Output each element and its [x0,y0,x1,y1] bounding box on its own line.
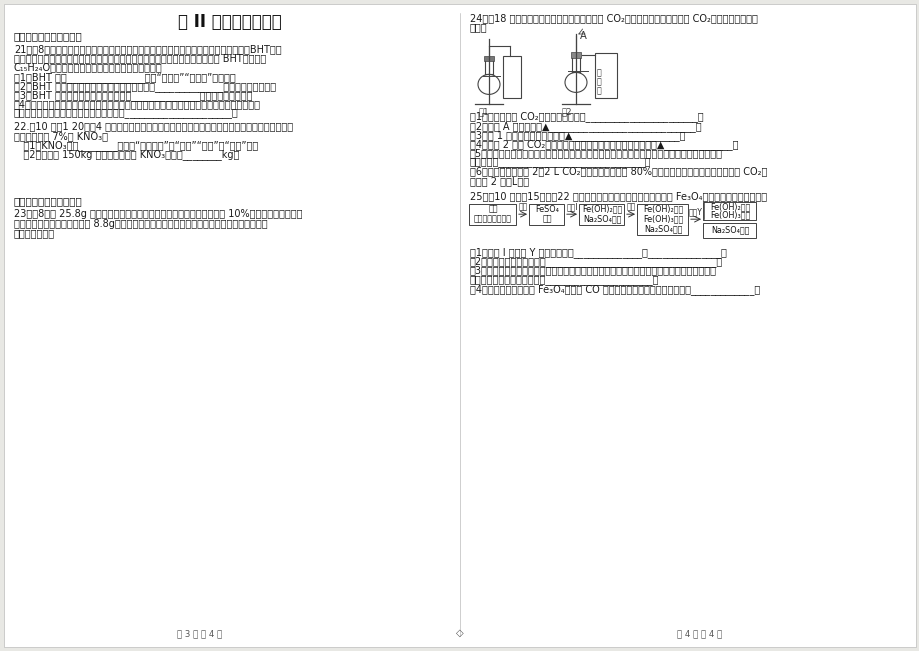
Text: 酸: 酸 [596,87,601,96]
Text: 三、计算题（题型注释）: 三、计算题（题型注释） [14,197,83,206]
Text: （3）图 1 装置的不规范之处是：▲______________________；: （3）图 1 装置的不规范之处是：▲______________________… [470,130,685,141]
Text: 量分数是多少？: 量分数是多少？ [14,228,55,238]
Text: 硫酸: 硫酸 [517,202,528,211]
Text: Na₂SO₄溶液: Na₂SO₄溶液 [582,215,620,224]
Text: （3）BHT 中，氢、氧两元素的质量比为______________（填最简整数比）。: （3）BHT 中，氢、氧两元素的质量比为______________（填最简整数… [14,90,252,101]
FancyBboxPatch shape [703,223,755,238]
Text: Na₂SO₄溶液: Na₂SO₄溶液 [643,225,682,234]
Text: 24．！18 分）实验室常用石灰石与稀盐酸制取 CO₂，某同学设计了两种制取 CO₂的部分装置（见右: 24．！18 分）实验室常用石灰石与稀盐酸制取 CO₂，某同学设计了两种制取 C… [470,13,757,23]
Text: 25．（10 龙岩匷15）．（22 分）下图是氧化沉淀法生产复印用高档 Fe₃O₄粉的部分工艺流程简图。: 25．（10 龙岩匷15）．（22 分）下图是氧化沉淀法生产复印用高档 Fe₃O… [470,191,766,201]
Text: Fe(OH)₃沉淠: Fe(OH)₃沉淠 [709,210,749,219]
Text: （1）KNO₃属于________（选填“复合肥料”、“氮肥”“钔肥”或“磷肥”）。: （1）KNO₃属于________（选填“复合肥料”、“氮肥”“钔肥”或“磷肥”… [14,140,258,151]
Text: （2）仪器 A 的名称是：▲______________________________，: （2）仪器 A 的名称是：▲__________________________… [470,120,701,132]
Text: 盐: 盐 [596,77,601,87]
Text: A: A [579,31,586,42]
Text: 营养液中含有 7%的 KNO₃。: 营养液中含有 7%的 KNO₃。 [14,131,108,141]
Text: ◇: ◇ [456,628,463,638]
Text: 第 3 页 共 4 页: 第 3 页 共 4 页 [177,629,222,638]
Text: （3）往鐵粉（含少量氧化鐵）中加入硫酸，除鐵、氧化鐵与硫酸发生反应外，一定还发生其它: （3）往鐵粉（含少量氧化鐵）中加入硫酸，除鐵、氧化鐵与硫酸发生反应外，一定还发生… [470,266,716,275]
Text: （2）BHT 中，碗、氢、氧三种原子的个数之比为______________（填最简整数比）。: （2）BHT 中，碗、氢、氧三种原子的个数之比为______________（填… [14,81,276,92]
Text: 原因可能是______________________________；: 原因可能是______________________________； [470,158,651,167]
Text: 图）。: 图）。 [470,22,487,32]
Bar [503,57,520,98]
FancyBboxPatch shape [579,204,624,225]
FancyBboxPatch shape [703,202,755,219]
Text: Fe(OH)₂沉淠: Fe(OH)₂沉淠 [709,202,749,211]
Text: 害严重。吃完后剩余残胶的正确处理方法是______________________。: 害严重。吃完后剩余残胶的正确处理方法是_____________________… [14,109,239,118]
Text: 图1: 图1 [479,107,489,117]
Text: Fe(OH)₃沉淠: Fe(OH)₃沉淠 [642,215,683,224]
Text: 试剑I: 试剑I [565,202,577,211]
Text: （4）口香糖可使口腾清新、活动面部肌肉，但它的残胶是固体污染物，极不易分解，对环境危: （4）口香糖可使口腾清新、活动面部肌肉，但它的残胶是固体污染物，极不易分解，对环… [14,99,261,109]
Bar [483,57,494,61]
Text: （1）BHT 属于________________（填“有机物”“无机物”之一）。: （1）BHT 属于________________（填“有机物”“无机物”之一）… [14,72,235,83]
Text: 图2: 图2 [562,107,572,117]
Text: （4）用图 2 装置 CO₂时，要使反应停止，最简便的操作方法是：▲______________；: （4）用图 2 装置 CO₂时，要使反应停止，最简便的操作方法是：▲______… [470,139,738,150]
Text: Na₂SO₄溶液: Na₂SO₄溶液 [710,226,748,235]
Text: （6）若实验室需制备 2．2 L CO₂，理论上需纯度为 80%的石灰石多少克，（假设该状态下 CO₂的: （6）若实验室需制备 2．2 L CO₂，理论上需纯度为 80%的石灰石多少克，… [470,167,766,176]
Text: （1）试剑 I 和操作 Y 的名称分别为______________、_______________。: （1）试剑 I 和操作 Y 的名称分别为______________、_____… [470,247,726,258]
Text: 鐵粉: 鐵粉 [488,204,497,214]
FancyBboxPatch shape [469,204,516,225]
Text: 第 II 卷（非选择题）: 第 II 卷（非选择题） [178,13,281,31]
Text: C₁₅H₂₄O）是为了防止食品腐败，试回答下列问题：: C₁₅H₂₄O）是为了防止食品腐败，试回答下列问题： [14,62,163,72]
Text: 21．（8分）口香糖是以天然橡胶或甘油树脂为胶体的基础，加入糖浆、薄荷、甜味剂、BHT（一: 21．（8分）口香糖是以天然橡胶或甘油树脂为胶体的基础，加入糖浆、薄荷、甜味剂、… [14,44,281,54]
Text: 种抗氧化剂）等调和压制而成的一种糖，深受儿童和青年人喜爱。口香糖中加入 BHT（化学式: 种抗氧化剂）等调和压制而成的一种糖，深受儿童和青年人喜爱。口香糖中加入 BHT（… [14,53,266,63]
Text: （1）实验室制取 CO₂的化学方程式为：_______________________，: （1）实验室制取 CO₂的化学方程式为：____________________… [470,111,703,122]
FancyBboxPatch shape [637,204,687,235]
Text: 通气: 通气 [626,202,635,211]
Text: FeSO₄: FeSO₄ [535,204,559,214]
Text: 23．（8）向 25.8g 含有少量氯化钓杂质的碳酸钓白色固体中，慢慢加入 10%的稀盐酸到恰好不在: 23．（8）向 25.8g 含有少量氯化钓杂质的碳酸钓白色固体中，慢慢加入 10… [14,210,302,219]
Text: （2）硫酸与氧化鐵的反应为___________________________________。: （2）硫酸与氧化鐵的反应为___________________________… [470,256,722,268]
Text: （含少量氧化鐵）: （含少量氧化鐵） [473,215,512,224]
Text: 反应，作出这种判断的依据是______________________。: 反应，作出这种判断的依据是______________________。 [470,275,659,284]
Text: 密度为 2 克／L）。: 密度为 2 克／L）。 [470,176,528,186]
Text: 稀: 稀 [596,68,601,77]
FancyBboxPatch shape [4,4,915,647]
Text: 二、填空题（题型注释）: 二、填空题（题型注释） [14,31,83,41]
Text: Fe(OH)₂沉淠: Fe(OH)₂沉淠 [642,204,683,214]
Text: 产生气体为止，共收集到气体 8.8g。白色固体中碳酸钓的质量是多少？所得溶液中氯化钓的质: 产生气体为止，共收集到气体 8.8g。白色固体中碳酸钓的质量是多少？所得溶液中氯… [14,219,267,229]
Text: 第 4 页 共 4 页: 第 4 页 共 4 页 [676,629,721,638]
Bar [571,52,581,59]
FancyBboxPatch shape [529,204,564,225]
Text: （4）某鐵矿主要成分为 Fe₃O₄，利用 CO 将该物质中鐵还原出来的方程式为_____________。: （4）某鐵矿主要成分为 Fe₃O₄，利用 CO 将该物质中鐵还原出来的方程式为_… [470,284,759,295]
Text: 操作Y: 操作Y [688,207,702,216]
Text: 22.《10 新疆1 20》（4 分）作物的无土栽培可以显著提高产品的产量和质量。某茄子的无土栽培: 22.《10 新疆1 20》（4 分）作物的无土栽培可以显著提高产品的产量和质量… [14,122,293,132]
Text: （2）要配制 150kg 该营养液，需要 KNO₃的质量________kg。: （2）要配制 150kg 该营养液，需要 KNO₃的质量________kg。 [14,149,239,160]
Text: Fe(OH)₂沉淠: Fe(OH)₂沉淠 [581,204,621,214]
Text: 溶液: 溶液 [541,215,551,224]
Text: （5）实验时，向盛有石灰石的试管中加入足量稀盐酸后，发现石灰石表面仅有极少量气泡产生，: （5）实验时，向盛有石灰石的试管中加入足量稀盐酸后，发现石灰石表面仅有极少量气泡… [470,148,722,158]
Bar [595,53,617,98]
